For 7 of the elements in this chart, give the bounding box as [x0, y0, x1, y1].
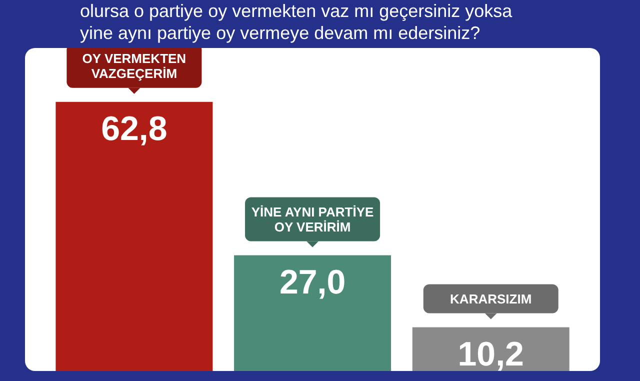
x-tick-label: YİNE AYNI PARTİYE OY VERİRİM	[251, 204, 374, 234]
x-tick-label: KARARSIZIM	[450, 291, 532, 306]
chart-title: olursa o partiye oy vermekten vaz mı geçersiniz yoksa yine aynı partiye oy vermeye devam mı edersiniz?	[80, 0, 512, 44]
data-label: 10,2	[458, 335, 524, 374]
x-tick-label: OY VERMEKTEN VAZGEÇERİM	[82, 50, 186, 81]
data-label: 62,8	[101, 110, 168, 148]
data-label: 27,0	[279, 263, 346, 302]
